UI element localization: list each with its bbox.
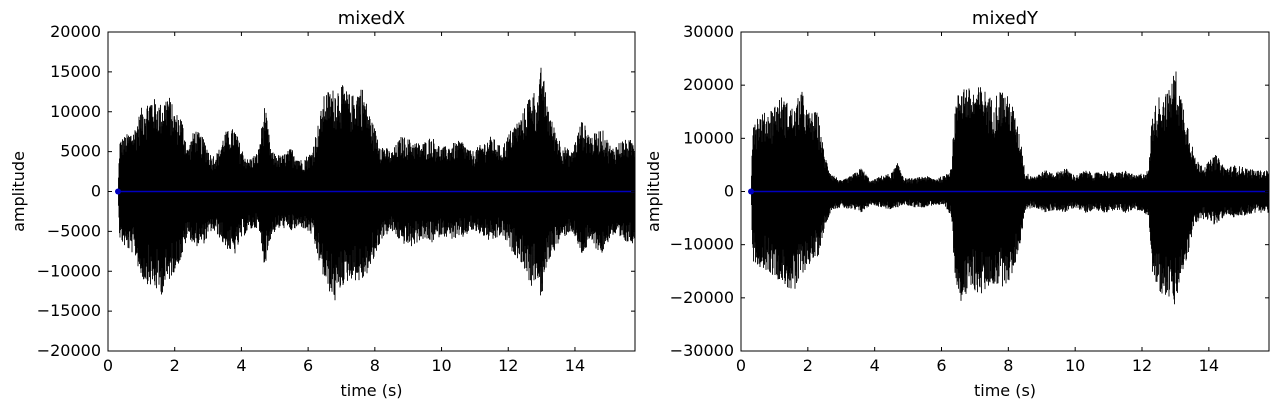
- x-tick-label: 14: [1199, 356, 1219, 375]
- x-tick-label: 12: [498, 356, 518, 375]
- x-axis-label: time (s): [340, 381, 402, 400]
- zero-line-start-0: [115, 188, 122, 195]
- y-tick-label: 15000: [50, 62, 101, 81]
- y-axis-label: amplitude: [644, 151, 663, 232]
- y-tick-label: 10000: [50, 102, 101, 121]
- x-tick-label: 6: [303, 356, 313, 375]
- y-tick-label: 0: [724, 182, 734, 201]
- x-tick-label: 4: [236, 356, 246, 375]
- x-tick-label: 10: [431, 356, 451, 375]
- x-tick-label: 4: [870, 356, 880, 375]
- y-tick-label: 20000: [50, 22, 101, 41]
- y-tick-label: 0: [91, 182, 101, 201]
- y-tick-label: −30000: [670, 341, 734, 360]
- x-tick-label: 0: [103, 356, 113, 375]
- y-tick-label: 30000: [683, 22, 734, 41]
- x-tick-label: 0: [736, 356, 746, 375]
- y-tick-label: 10000: [683, 128, 734, 147]
- y-tick-label: −5000: [47, 221, 101, 240]
- x-tick-label: 2: [170, 356, 180, 375]
- y-tick-label: 20000: [683, 75, 734, 94]
- y-tick-label: −15000: [37, 301, 101, 320]
- zero-line-start-1: [748, 188, 755, 195]
- x-tick-label: 10: [1065, 356, 1085, 375]
- y-tick-label: 5000: [60, 142, 101, 161]
- waveform-series-0: [118, 67, 635, 301]
- x-tick-label: 2: [803, 356, 813, 375]
- x-tick-label: 14: [565, 356, 585, 375]
- y-axis-label: amplitude: [9, 151, 28, 232]
- x-tick-label: 8: [1003, 356, 1013, 375]
- chart-title: mixedY: [972, 8, 1039, 29]
- y-tick-label: −10000: [37, 261, 101, 280]
- y-tick-label: −20000: [37, 341, 101, 360]
- plot-area-1: [748, 71, 1269, 305]
- x-axis-label: time (s): [974, 381, 1036, 400]
- x-tick-label: 12: [1132, 356, 1152, 375]
- waveform-series-1: [751, 71, 1269, 305]
- chart-title: mixedX: [338, 8, 405, 29]
- x-tick-label: 8: [370, 356, 380, 375]
- plot-area-0: [115, 67, 635, 301]
- x-tick-label: 6: [936, 356, 946, 375]
- y-tick-label: −10000: [670, 235, 734, 254]
- y-tick-label: −20000: [670, 288, 734, 307]
